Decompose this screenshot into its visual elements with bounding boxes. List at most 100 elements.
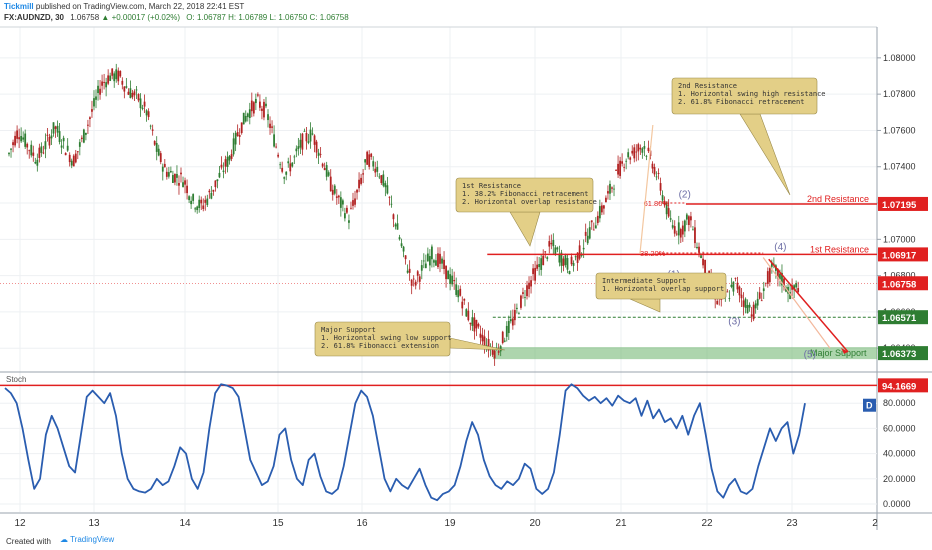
fibonacci-levels: 61.80% 38.20% bbox=[640, 199, 764, 258]
candle-body bbox=[673, 226, 676, 234]
candle-body bbox=[34, 161, 37, 164]
candle-body bbox=[522, 292, 524, 294]
candle-body bbox=[586, 235, 589, 244]
candle-body bbox=[475, 319, 478, 329]
candle-body bbox=[38, 147, 41, 158]
candle-body bbox=[439, 253, 441, 264]
candle-body bbox=[704, 259, 706, 275]
stoch-d-badge[interactable]: D bbox=[863, 398, 876, 412]
candle-body bbox=[248, 109, 251, 119]
candle-body bbox=[153, 140, 156, 145]
candle-body bbox=[16, 130, 18, 139]
candle-body bbox=[441, 258, 443, 264]
candle-body bbox=[200, 199, 203, 204]
candle-body bbox=[416, 271, 419, 276]
candle-body bbox=[574, 256, 577, 258]
candle-body bbox=[675, 233, 678, 235]
ohlc-values: O: 1.06787 H: 1.06789 L: 1.06750 C: 1.06… bbox=[186, 13, 349, 22]
projection-arrows bbox=[639, 124, 849, 354]
cloud-icon: ☁ bbox=[60, 535, 68, 544]
candle-body bbox=[331, 189, 334, 195]
candle-body bbox=[26, 143, 29, 148]
candle-body bbox=[362, 173, 365, 175]
candle-body bbox=[422, 260, 425, 262]
candle-body bbox=[44, 141, 47, 150]
time-tick-label: 23 bbox=[786, 518, 798, 529]
candle-body bbox=[445, 265, 447, 280]
swing-high-marker bbox=[639, 124, 654, 254]
candle-body bbox=[360, 177, 362, 184]
candle-body bbox=[364, 159, 367, 163]
candle-body bbox=[321, 163, 324, 167]
candle-body bbox=[546, 257, 549, 259]
candle-body bbox=[333, 185, 336, 194]
candle-body bbox=[103, 81, 106, 83]
candle-body bbox=[734, 277, 737, 279]
candle-body bbox=[659, 183, 662, 191]
candle-body bbox=[392, 214, 395, 220]
candle-body bbox=[793, 285, 796, 290]
candle-body bbox=[544, 251, 547, 253]
candle-body bbox=[578, 245, 581, 259]
candle-body bbox=[89, 117, 91, 120]
candle-body bbox=[265, 103, 267, 107]
candle-body bbox=[95, 96, 97, 100]
candle-body bbox=[584, 231, 587, 236]
candle-body bbox=[147, 111, 150, 118]
stoch-level-badge-bg bbox=[878, 378, 928, 393]
candle-body bbox=[428, 256, 431, 266]
first-resistance-label: 1st Resistance bbox=[810, 244, 869, 254]
candle-body bbox=[639, 147, 642, 150]
level-badge: 1.06571 bbox=[878, 310, 928, 325]
time-tick-label: 16 bbox=[356, 518, 368, 529]
candle-body bbox=[647, 147, 650, 152]
candle-body bbox=[14, 135, 16, 146]
candle-body bbox=[163, 163, 166, 168]
candle-body bbox=[346, 207, 348, 213]
level-badge-bg bbox=[878, 247, 928, 262]
candle-body bbox=[449, 274, 452, 284]
candle-body bbox=[66, 145, 69, 151]
candle-body bbox=[341, 200, 344, 205]
candle-body bbox=[376, 166, 379, 172]
candle-body bbox=[665, 202, 668, 215]
candle-body bbox=[133, 91, 136, 96]
candle-body bbox=[762, 288, 765, 292]
candle-body bbox=[570, 256, 573, 265]
candle-body bbox=[91, 109, 93, 112]
candle-body bbox=[107, 75, 110, 84]
candle-body bbox=[641, 148, 644, 153]
candle-body bbox=[307, 141, 310, 144]
candle-body bbox=[279, 164, 282, 166]
candle-body bbox=[554, 247, 557, 255]
candle-body bbox=[40, 146, 43, 153]
candle-body bbox=[511, 318, 514, 326]
pane-frames bbox=[0, 26, 932, 530]
time-tick-label: 22 bbox=[701, 518, 713, 529]
candle-body bbox=[323, 168, 326, 171]
candle-body bbox=[396, 223, 399, 230]
candle-body bbox=[210, 192, 213, 199]
candle-body bbox=[420, 265, 423, 271]
candle-body bbox=[382, 174, 385, 186]
stoch-level-badge: 94.1669 bbox=[878, 378, 928, 393]
stoch-tick-label: 40.0000 bbox=[883, 449, 916, 459]
candle-body bbox=[176, 173, 178, 178]
candle-body bbox=[58, 131, 61, 143]
change-up-icon: ▲ bbox=[101, 13, 110, 22]
created-with-text: Created with bbox=[6, 537, 51, 546]
time-tick-label: 14 bbox=[179, 518, 191, 529]
annotation-box bbox=[595, 272, 727, 300]
candle-body bbox=[447, 270, 449, 280]
annotation-text: 2. 61.8% Fibonacci extension bbox=[321, 342, 439, 350]
tradingview-logo[interactable]: ☁ TradingView bbox=[60, 535, 114, 544]
annotation-text: 1st Resistance bbox=[462, 182, 521, 190]
candle-body bbox=[748, 304, 751, 308]
candle-body bbox=[437, 253, 439, 268]
candle-body bbox=[394, 224, 397, 227]
candle-body bbox=[572, 263, 575, 266]
level-badge: 1.07195 bbox=[878, 196, 928, 211]
candle-body bbox=[350, 207, 352, 209]
publisher-name[interactable]: Tickmill bbox=[4, 2, 34, 11]
